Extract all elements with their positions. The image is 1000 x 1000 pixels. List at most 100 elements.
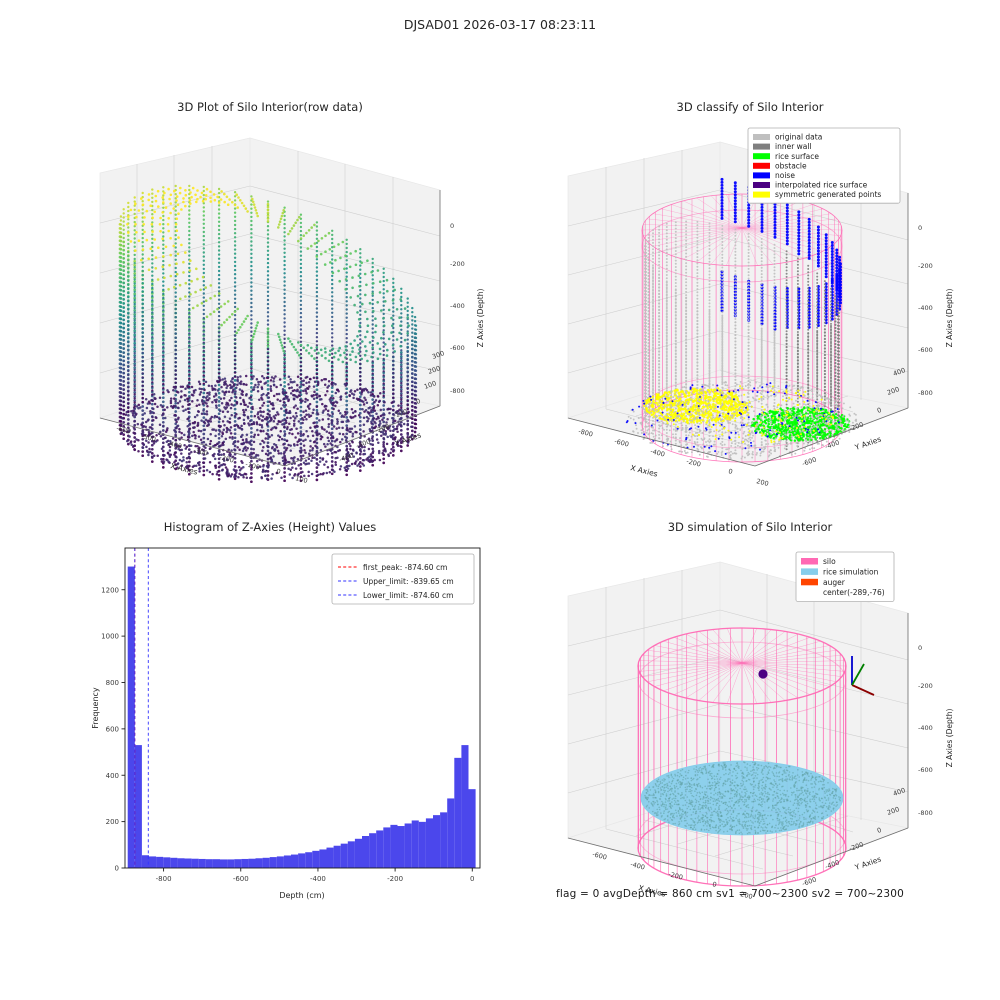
y-tick-label: 1000 [101,633,119,641]
simulation-center-marker [758,669,768,679]
panel-histogram-title: Histogram of Z-Axies (Height) Values [163,520,377,534]
legend-label-1: rice simulation [823,567,879,576]
histogram-bar [362,836,370,868]
raw-axis-lines [99,190,441,467]
classify-3d-axes[interactable]: -800 -600 -400 -200 0 200 X Axies -600 -… [520,118,980,488]
histogram-bar [461,745,469,868]
panel-classify-3d-plot: 3D classify of Silo Interior [520,100,980,490]
histogram-legend[interactable]: first_peak: -874.60 cm Upper_limit: -839.… [331,553,475,605]
histogram-bar [141,855,150,868]
svg-text:-100: -100 [245,460,261,471]
legend-label-1: Upper_limit: -839.65 cm [363,577,454,586]
histogram-bar [390,824,398,868]
classify-ylabel: Y Axies [853,435,883,453]
svg-text:-200: -200 [450,260,465,268]
simulation-panes [566,561,910,887]
legend-swatch-1 [753,143,770,150]
histogram-bar [184,858,192,868]
svg-text:0: 0 [415,397,422,406]
histogram-bar [248,858,256,868]
panel-raw-title: 3D Plot of Silo Interior(row data) [177,100,363,114]
svg-text:-400: -400 [167,439,183,450]
raw-z-ticks: 0 -200 -400 -600 -800 Z Axies (Depth) [450,222,485,395]
legend-swatch-2 [753,153,770,160]
legend-label-0: original data [775,133,822,142]
x-tick-label: -600 [233,875,249,883]
legend-label-1: inner wall [775,142,812,151]
histogram-bar [383,827,391,868]
y-tick-label: 200 [106,818,119,826]
panel-classify-title: 3D classify of Silo Interior [676,100,824,114]
svg-text:-600: -600 [450,344,465,352]
raw-xlabel: X Axies [170,461,199,476]
histogram-x-ticks: -800 -600 -400 -200 0 [156,868,475,883]
histogram-bar [198,858,206,868]
simulation-3d-axes[interactable]: -600 -400 -200 0 200 X Axies -600 -400 -… [520,538,980,908]
status-line: flag = 0 avgDepth = 860 cm sv1 = 700~230… [555,888,905,900]
histogram-bar [177,858,185,868]
histogram-bar [163,857,171,868]
panel-simulation-title: 3D simulation of Silo Interior [667,520,833,534]
histogram-bar [347,841,355,868]
histogram-bar [227,859,235,868]
simulation-axis-triad [851,656,875,696]
histogram-bar [291,854,299,868]
classify-xlabel: X Axies [630,463,659,478]
svg-text:100: 100 [423,379,437,391]
y-tick-label: 0 [115,865,119,873]
legend-label-4: noise [775,171,795,180]
histogram-bar [205,859,213,868]
svg-text:-300: -300 [193,446,209,457]
svg-text:-500: -500 [141,432,157,443]
svg-text:100: 100 [295,474,309,485]
histogram-threshold-lines [134,548,149,868]
figure-suptitle: DJSAD01 2026-03-17 08:23:11 [403,17,597,32]
histogram-bar [354,838,363,868]
histogram-bar [283,855,292,868]
classify-legend-box [747,127,901,204]
histogram-bar [447,798,455,868]
histogram-bar [220,859,228,868]
legend-label-3: obstacle [775,161,807,170]
x-tick-label: -800 [156,875,172,883]
histogram-axes[interactable]: 0 200 400 600 800 1000 1200 -800 -600 -400 -200 0 … [40,538,500,910]
simulation-axis-lines [567,613,909,887]
simulation-z-ticks: 0 -200 -400 -600 -800 Z Axies (Depth) [918,644,954,817]
histogram-bar [333,845,341,868]
panel-simulation-3d: 3D simulation of Silo Interior [520,520,980,910]
histogram-bar [440,812,448,868]
histogram-bar [376,830,384,868]
raw-point-cloud [118,184,418,484]
histogram-bar [191,858,199,868]
histogram-legend-box [331,553,475,605]
legend-label-2: auger [823,578,846,587]
classify-point-cloud [625,177,858,460]
x-tick-label: -400 [310,875,326,883]
histogram-bar [234,859,242,868]
x-tick-label: -200 [387,875,403,883]
svg-text:0: 0 [450,222,454,230]
histogram-bar [312,850,320,868]
histogram-bar [255,858,263,868]
classify-zlabel: Z Axies (Depth) [945,289,954,348]
simulation-y-ticks: -600 -400 -200 0 200 400 Y Axies [801,786,906,888]
histogram-xlabel: Depth (cm) [279,891,324,900]
raw-3d-axes[interactable]: -600 -500 -400 -300 -200 -100 0 100 X Ax… [40,118,500,488]
histogram-bar [468,789,476,868]
histogram-bar [156,856,164,868]
histogram-bar [241,858,249,868]
svg-text:200: 200 [427,364,441,376]
histogram-bar [127,566,135,868]
legend-label-0: silo [823,557,836,566]
legend-label-5: interpolated rice surface [775,181,868,190]
histogram-bar [454,757,462,868]
panel-histogram: Histogram of Z-Axies (Height) Values 0 20… [40,520,500,910]
y-tick-label: 600 [106,725,119,733]
simulation-zlabel: Z Axies (Depth) [945,709,954,768]
panel-raw-3d-plot: 3D Plot of Silo Interior(row data) [40,100,500,490]
simulation-ylabel: Y Axies [853,855,883,873]
svg-text:-200: -200 [219,453,235,464]
